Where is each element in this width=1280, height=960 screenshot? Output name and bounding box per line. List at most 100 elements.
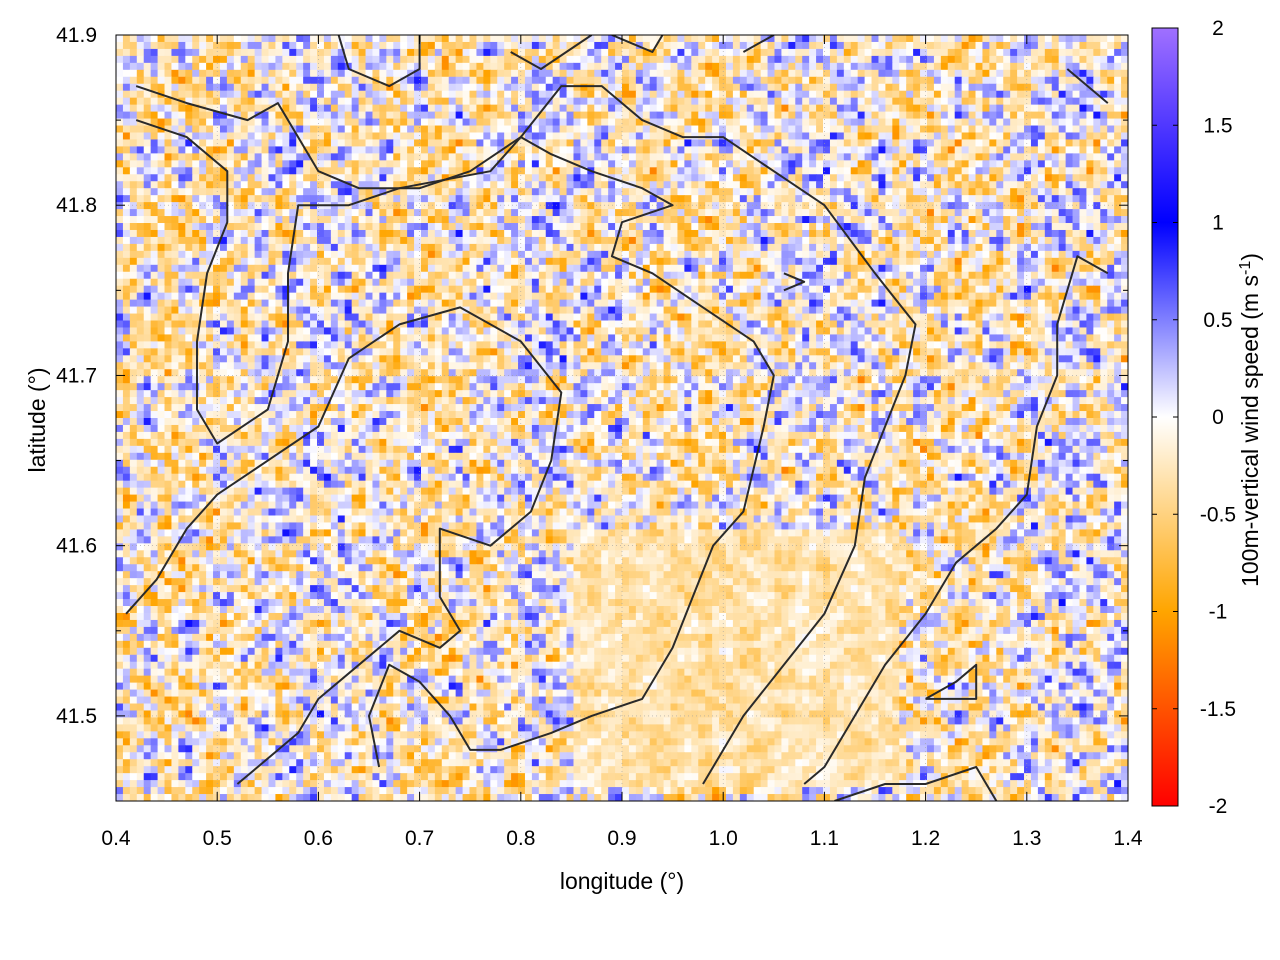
heatmap-cell (705, 243, 713, 252)
heatmap-cell (982, 83, 990, 92)
heatmap-cell (386, 216, 394, 224)
heatmap-cell (816, 243, 824, 252)
heatmap-cell (712, 264, 720, 273)
heatmap-cell (483, 83, 491, 92)
heatmap-cell (684, 55, 692, 64)
heatmap-cell (725, 160, 734, 168)
heatmap-cell (850, 229, 859, 238)
heatmap-cell (622, 223, 630, 231)
heatmap-cell (164, 83, 173, 92)
heatmap-cell (490, 223, 498, 231)
heatmap-cell (684, 83, 692, 92)
heatmap-cell (989, 48, 997, 57)
heatmap-cell (594, 195, 602, 203)
heatmap-cell (753, 209, 762, 217)
heatmap-cell (393, 35, 401, 43)
heatmap-cell (725, 188, 734, 196)
heatmap-cell (337, 188, 346, 196)
heatmap-cell (656, 118, 665, 127)
heatmap-cell (1024, 118, 1032, 127)
heatmap-cell (601, 118, 609, 127)
heatmap-cell (116, 223, 124, 231)
heatmap-cell (219, 125, 228, 134)
heatmap-cell (920, 229, 928, 238)
heatmap-cell (199, 243, 207, 252)
heatmap-cell (622, 195, 630, 203)
heatmap-cell (1030, 174, 1039, 182)
heatmap-cell (622, 243, 630, 252)
heatmap-cell (642, 223, 651, 231)
heatmap-cell (545, 236, 554, 245)
heatmap-cell (233, 146, 242, 154)
heatmap-cell (1114, 236, 1122, 245)
heatmap-cell (1024, 83, 1032, 92)
heatmap-cell (1010, 243, 1018, 252)
heatmap-cell (781, 243, 789, 252)
heatmap-cell (199, 160, 207, 168)
heatmap-cell (684, 174, 692, 182)
heatmap-cell (1024, 181, 1032, 189)
heatmap-cell (608, 111, 616, 120)
heatmap-cell (670, 90, 679, 99)
heatmap-cell (116, 132, 124, 141)
heatmap-cell (157, 48, 166, 57)
heatmap-cell (379, 264, 387, 273)
heatmap-cell (566, 90, 575, 99)
heatmap-cell (462, 167, 471, 175)
heatmap-cell (483, 181, 491, 189)
heatmap-cell (365, 243, 374, 252)
heatmap-cell (559, 216, 568, 224)
heatmap-cell (545, 195, 554, 203)
heatmap-cell (781, 153, 789, 161)
heatmap-cell (628, 111, 637, 120)
heatmap-cell (504, 90, 512, 99)
heatmap-cell (684, 167, 692, 175)
heatmap-cell (885, 83, 893, 92)
heatmap-cell (885, 167, 893, 175)
heatmap-cell (289, 250, 297, 259)
heatmap-cell (524, 216, 533, 224)
heatmap-cell (892, 223, 900, 231)
heatmap-cell (559, 223, 568, 231)
heatmap-cell (920, 153, 928, 161)
heatmap-cell (1003, 41, 1011, 50)
heatmap-cell (1065, 90, 1074, 99)
heatmap-cell (816, 216, 824, 224)
heatmap-cell (885, 125, 893, 134)
heatmap-cell (323, 160, 332, 168)
heatmap-cell (254, 174, 263, 182)
heatmap-cell (1003, 257, 1011, 266)
heatmap-cell (219, 257, 228, 266)
heatmap-cell (483, 223, 491, 231)
heatmap-cell (358, 243, 367, 252)
heatmap-cell (622, 90, 630, 99)
heatmap-cell (538, 153, 547, 161)
heatmap-cell (1079, 223, 1088, 231)
heatmap-cell (836, 69, 845, 78)
heatmap-cell (122, 223, 131, 231)
heatmap-cell (192, 181, 200, 189)
heatmap-cell (1051, 69, 1060, 78)
heatmap-cell (282, 202, 290, 210)
heatmap-cell (947, 153, 956, 161)
heatmap-cell (580, 229, 588, 238)
heatmap-cell (649, 76, 658, 85)
heatmap-cell (920, 257, 928, 266)
heatmap-cell (143, 125, 152, 134)
heatmap-cell (698, 174, 706, 182)
heatmap-cell (247, 76, 256, 85)
heatmap-cell (601, 132, 609, 141)
heatmap-cell (760, 264, 769, 273)
heatmap-cell (913, 97, 921, 106)
heatmap-cell (178, 167, 186, 175)
heatmap-cell (420, 243, 429, 252)
heatmap-cell (337, 62, 346, 71)
heatmap-cell (961, 236, 970, 245)
heatmap-cell (1010, 236, 1018, 245)
heatmap-cell (379, 257, 387, 266)
heatmap-cell (448, 250, 457, 259)
heatmap-cell (254, 76, 263, 85)
heatmap-cell (753, 62, 762, 71)
heatmap-cell (1058, 55, 1067, 64)
heatmap-cell (940, 264, 949, 273)
